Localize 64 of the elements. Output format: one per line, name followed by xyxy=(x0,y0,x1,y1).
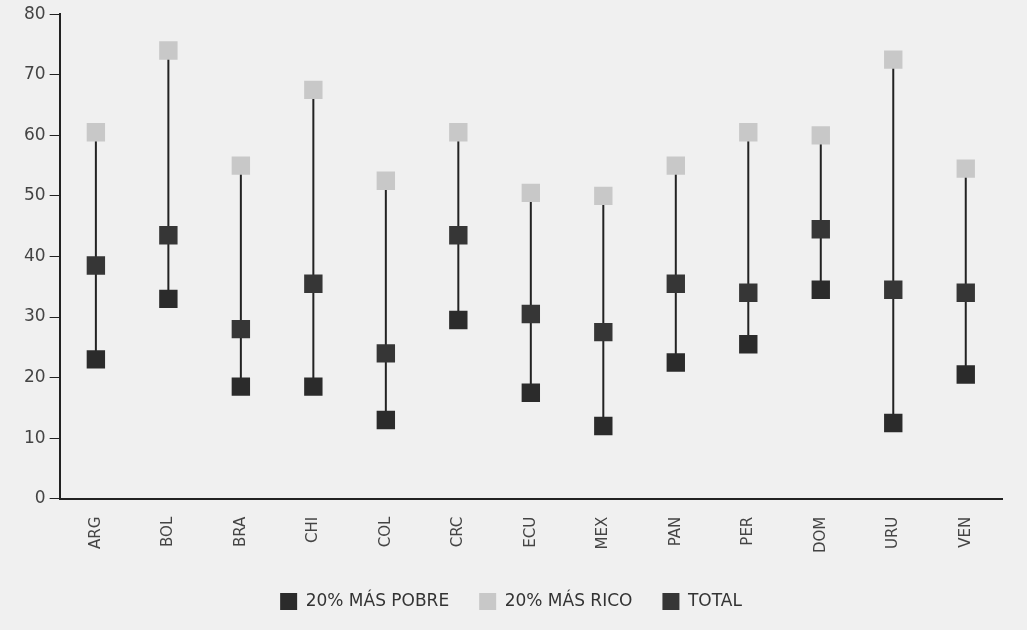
y-tick-label: 70 xyxy=(23,63,46,84)
point xyxy=(594,322,613,342)
point xyxy=(666,353,685,372)
point xyxy=(666,156,685,175)
y-tick-label: 30 xyxy=(23,305,46,326)
y-tick-label: 80 xyxy=(23,2,46,23)
x-tick-label: PAN xyxy=(665,516,684,547)
point xyxy=(521,383,541,402)
x-tick-label: ECU xyxy=(520,516,539,548)
legend-label: TOTAL xyxy=(686,589,743,610)
y-tick-label: 20 xyxy=(23,366,46,386)
point xyxy=(739,123,758,142)
point xyxy=(884,280,903,299)
x-tick-label: VEN xyxy=(955,516,974,548)
point xyxy=(449,310,468,330)
x-tick-label: COL xyxy=(375,516,394,548)
y-tick-label: 0 xyxy=(34,487,46,508)
point xyxy=(231,319,251,339)
y-tick-label: 60 xyxy=(23,123,46,144)
point xyxy=(884,413,903,433)
point xyxy=(376,344,396,363)
y-tick-label: 50 xyxy=(23,184,46,205)
point xyxy=(521,304,541,324)
x-tick-label: CRC xyxy=(448,516,467,548)
point xyxy=(231,156,251,175)
point xyxy=(666,274,685,293)
point xyxy=(159,289,178,309)
x-tick-label: BRA xyxy=(230,515,249,548)
legend-label: 20% MÁS POBRE xyxy=(305,588,450,610)
point xyxy=(231,377,251,396)
point xyxy=(304,80,323,100)
point xyxy=(811,126,830,145)
y-tick-label: 40 xyxy=(23,244,46,265)
x-tick-label: URU xyxy=(883,516,902,550)
point xyxy=(956,159,975,178)
point xyxy=(956,283,975,302)
point xyxy=(594,416,613,436)
point xyxy=(594,186,613,206)
x-tick-label: PER xyxy=(738,516,757,546)
y-tick-label: 10 xyxy=(23,426,46,447)
point xyxy=(521,183,541,203)
x-tick-label: MEX xyxy=(593,516,612,550)
x-tick-label: ARG xyxy=(85,516,104,550)
x-tick-label: BOL xyxy=(158,516,177,547)
point xyxy=(86,256,106,275)
point xyxy=(449,226,468,245)
point xyxy=(449,123,468,142)
x-tick-label: DOM xyxy=(810,516,829,554)
point xyxy=(86,350,106,369)
point xyxy=(739,335,758,354)
point xyxy=(159,41,178,60)
x-tick-label: CHI xyxy=(303,516,322,543)
point xyxy=(884,50,903,69)
point xyxy=(376,410,396,430)
legend-label: 20% MÁS RICO xyxy=(504,588,633,610)
point xyxy=(811,280,830,299)
point xyxy=(376,171,396,190)
point xyxy=(739,283,758,302)
point xyxy=(86,123,106,142)
point xyxy=(304,377,323,396)
point xyxy=(956,365,975,384)
point xyxy=(811,220,830,239)
point xyxy=(159,226,178,245)
point xyxy=(304,274,323,293)
